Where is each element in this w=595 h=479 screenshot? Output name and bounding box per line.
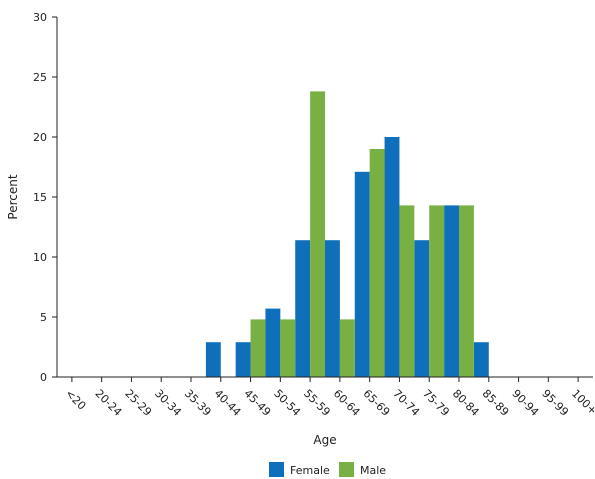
x-tick-label: 75-79 <box>420 387 452 419</box>
bar-female-60-64 <box>325 240 340 377</box>
bar-female-65-69 <box>354 171 370 377</box>
y-axis-title: Percent <box>6 174 20 219</box>
legend-label-male: Male <box>360 464 386 477</box>
bar-female-40-44 <box>205 342 221 377</box>
x-tick-label: 25-29 <box>122 387 154 419</box>
x-tick-label: 95-99 <box>539 387 571 419</box>
bar-male-75-79 <box>429 205 445 377</box>
x-tick-label: 50-54 <box>271 387 303 419</box>
x-tick-label: 85-89 <box>480 387 512 419</box>
legend-swatch-male <box>339 462 354 477</box>
x-tick-label: <20 <box>63 387 89 413</box>
x-tick-label: 40-44 <box>212 387 244 419</box>
x-tick-label: 100+ <box>569 387 595 418</box>
y-axis: 0 5 10 15 20 25 30 <box>33 11 58 384</box>
y-tick-label: 30 <box>33 11 47 24</box>
y-tick-label: 5 <box>40 311 47 324</box>
y-tick-label: 20 <box>33 131 47 144</box>
legend-swatch-female <box>269 462 284 477</box>
x-tick-label: 30-34 <box>152 387 184 419</box>
bar-male-65-69 <box>369 149 385 377</box>
x-tick-label: 55-59 <box>301 387 333 419</box>
bar-male-45-49 <box>250 319 266 377</box>
x-tick-label: 65-69 <box>361 387 393 419</box>
bar-male-50-54 <box>280 319 296 377</box>
x-tick-label: 70-74 <box>390 387 422 419</box>
bar-female-70-74 <box>384 137 400 377</box>
bar-male-80-84 <box>459 205 474 377</box>
bar-male-70-74 <box>399 205 415 377</box>
x-axis: <20 20-2425-2930-3435-3940-4445-4950-5455… <box>57 376 595 419</box>
bar-female-55-59 <box>295 240 311 377</box>
x-tick-label: 45-49 <box>241 387 273 419</box>
legend: Female Male <box>269 462 386 477</box>
x-tick-label: 35-39 <box>182 387 214 419</box>
y-tick-label: 15 <box>33 191 47 204</box>
y-tick-label: 0 <box>40 371 47 384</box>
bar-female-80-84 <box>444 205 459 377</box>
x-axis-title: Age <box>313 433 336 447</box>
bar-male-55-59 <box>310 91 325 378</box>
bar-female-85-89 <box>473 342 489 377</box>
bar-male-60-64 <box>339 319 355 377</box>
x-tick-label: 80-84 <box>450 387 482 419</box>
y-tick-label: 10 <box>33 251 47 264</box>
bar-female-75-79 <box>414 240 430 377</box>
legend-label-female: Female <box>290 464 330 477</box>
bars-layer <box>205 91 489 378</box>
x-tick-label: 90-94 <box>509 387 541 419</box>
bar-female-50-54 <box>265 308 281 377</box>
y-tick-label: 25 <box>33 71 47 84</box>
bar-female-45-49 <box>235 342 251 377</box>
x-tick-label: 60-64 <box>331 387 363 419</box>
x-tick-label: 20-24 <box>93 387 125 419</box>
